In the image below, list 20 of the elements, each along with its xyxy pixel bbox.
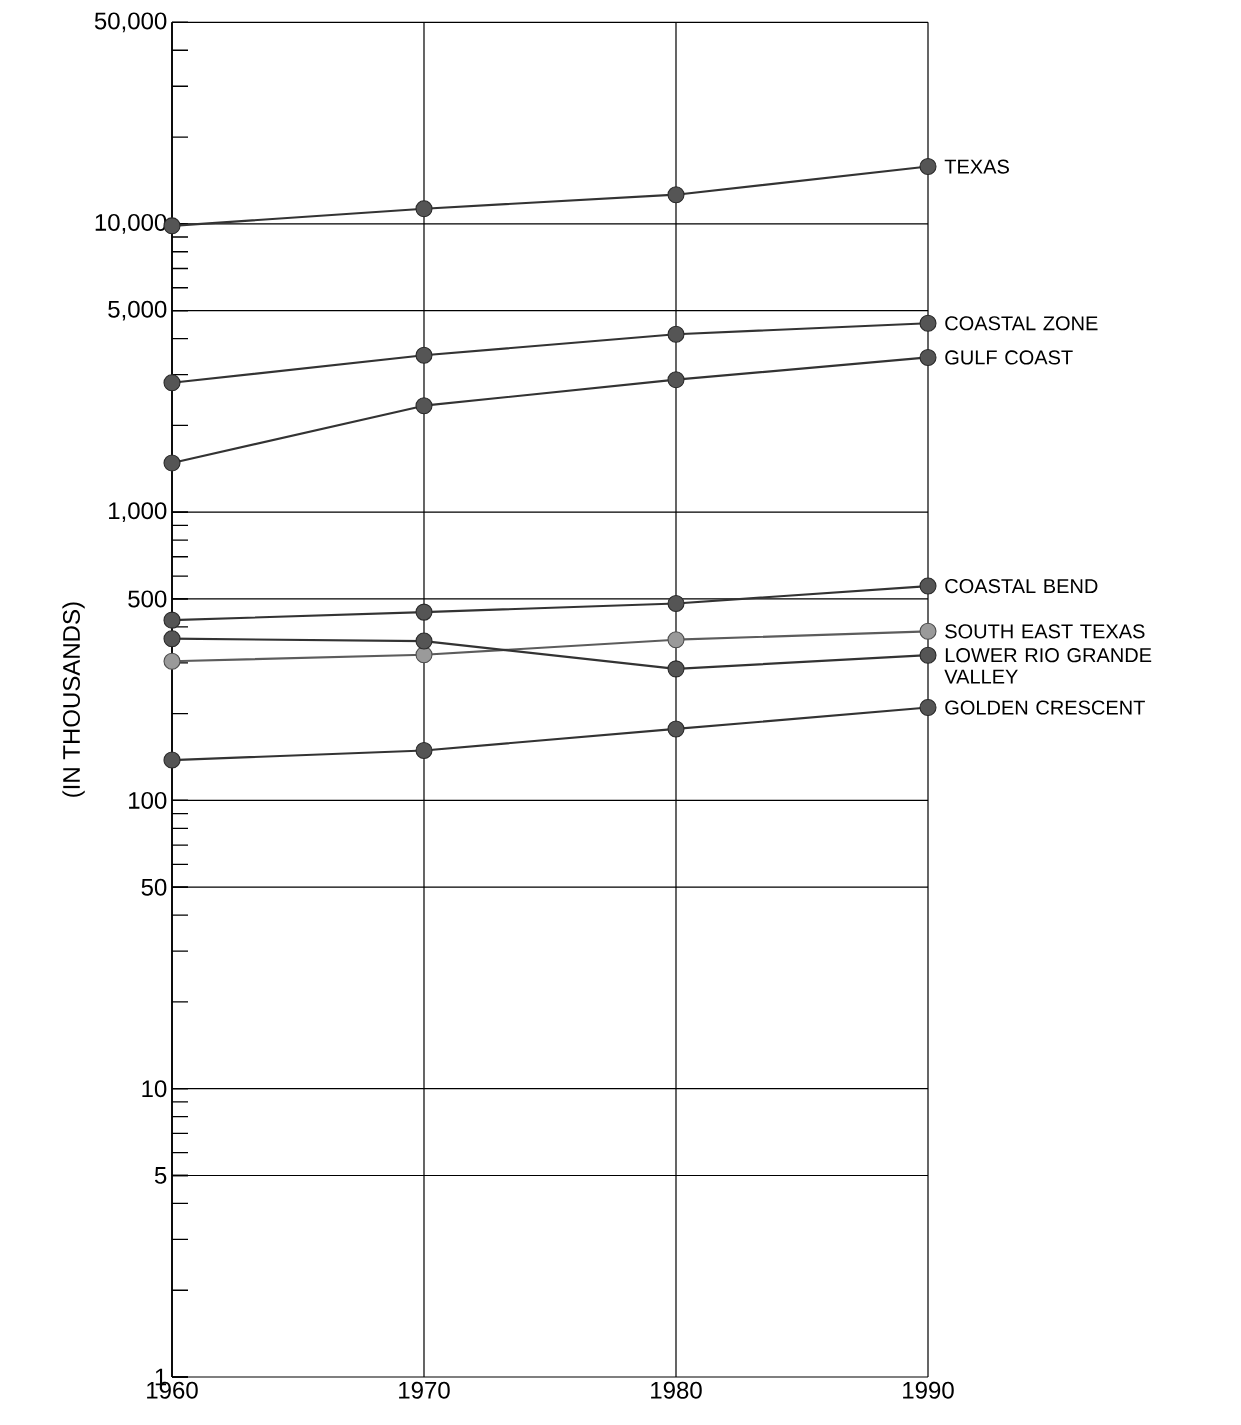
y-tick-label: 10,000 (95, 213, 167, 234)
y-tick-label: 10 (142, 1080, 167, 1098)
y-tick-label: 50,000 (94, 12, 167, 33)
series-label: COASTAL ZONE (945, 316, 1098, 331)
series-label: LOWER RIO GRANDE VALLEY (944, 648, 1152, 684)
y-axis-title: (IN THOUSANDS) (62, 602, 85, 797)
series-label: SOUTH EAST TEXAS (945, 624, 1145, 639)
x-tick-label: 1990 (903, 1381, 954, 1399)
y-tick-label: 500 (128, 590, 167, 608)
y-tick-label: 1,000 (109, 502, 167, 523)
x-tick-label: 1970 (399, 1381, 450, 1399)
series-label: COASTAL BEND (945, 578, 1098, 594)
x-tick-label: 1980 (651, 1381, 702, 1399)
y-tick-label: 100 (129, 791, 167, 809)
y-tick-label: 5 (154, 1167, 167, 1184)
y-tick-label: 50 (141, 878, 167, 896)
series-label: GULF COAST (945, 350, 1073, 365)
series-label: GOLDEN CRESCENT (945, 700, 1145, 715)
series-label: TEXAS (944, 159, 1009, 174)
y-tick-label: 5,000 (108, 300, 167, 321)
